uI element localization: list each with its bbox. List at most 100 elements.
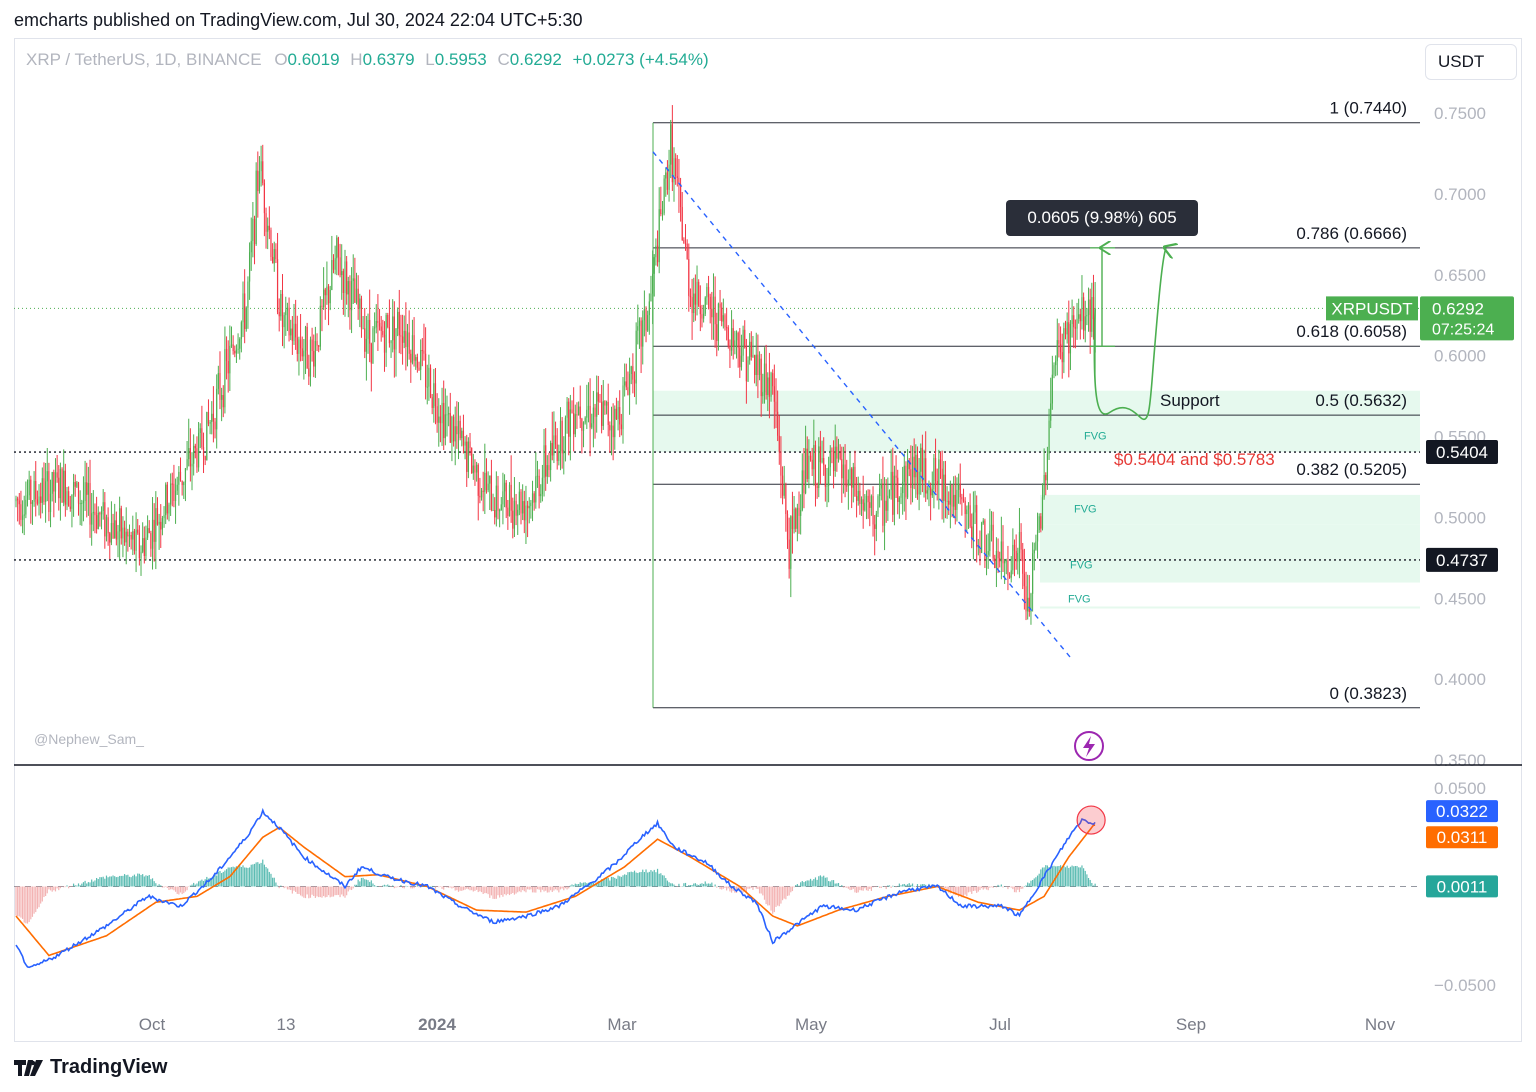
candle-body [377, 320, 379, 323]
candle-body [211, 413, 213, 422]
macd-histogram-bar [703, 883, 705, 887]
macd-histogram-bar [313, 886, 315, 896]
macd-histogram-bar [68, 886, 70, 889]
candle-body [719, 303, 721, 308]
macd-histogram-bar [599, 881, 601, 887]
macd-histogram-bar [406, 886, 409, 887]
candle-body [762, 392, 764, 397]
candle-body [82, 500, 85, 503]
macd-histogram-bar [308, 886, 310, 899]
macd-histogram-bar [217, 871, 219, 887]
candle-body [842, 464, 845, 479]
candle-body [104, 502, 106, 537]
candle-body [865, 495, 868, 503]
candle-body [362, 328, 364, 330]
macd-histogram-bar [188, 886, 190, 887]
candle-body [1064, 328, 1067, 335]
candle-body [128, 534, 131, 537]
macd-histogram-bar [923, 884, 925, 887]
macd-histogram-bar [732, 886, 734, 891]
candle-body [423, 350, 425, 354]
macd-histogram-bar [604, 878, 606, 887]
candle-body [438, 416, 440, 423]
macd-histogram-bar [1068, 868, 1070, 887]
candle-body [31, 501, 34, 505]
candle-body [125, 531, 127, 543]
candle-body [99, 512, 101, 515]
macd-histogram-bar [1063, 865, 1065, 887]
macd-histogram-bar [1048, 867, 1050, 887]
macd-histogram-bar [926, 886, 928, 887]
candle-body [745, 347, 747, 382]
candle-body [763, 363, 766, 393]
candle-body [610, 425, 613, 431]
candle-body [778, 435, 780, 452]
macd-histogram-bar [541, 886, 543, 890]
macd-histogram-bar [566, 886, 568, 890]
candle-body [443, 402, 445, 439]
candle-body [183, 482, 185, 486]
macd-histogram-bar [429, 886, 432, 887]
macd-histogram-bar [222, 871, 224, 887]
candle-body [791, 516, 794, 530]
candle-body [1078, 314, 1080, 319]
macd-histogram-bar [615, 878, 618, 887]
macd-histogram-bar [1079, 867, 1081, 887]
macd-histogram-bar [441, 886, 443, 889]
macd-histogram-bar [1066, 865, 1068, 887]
candle-body [415, 357, 417, 361]
candle-body [1040, 516, 1042, 529]
candle-body [40, 496, 42, 503]
macd-histogram-bar [906, 884, 909, 887]
macd-histogram-bar [354, 884, 356, 887]
candle-body [535, 476, 537, 503]
macd-histogram-bar [26, 886, 29, 924]
macd-histogram-bar [841, 885, 843, 887]
candle-body [1059, 343, 1062, 353]
macd-histogram-bar [63, 886, 65, 888]
y-tick-label: 0.6500 [1434, 266, 1486, 285]
macd-histogram-bar [115, 877, 117, 887]
candle-body [551, 442, 553, 456]
macd-histogram-bar [551, 886, 553, 892]
macd-histogram-bar [679, 886, 682, 887]
candle-body [225, 348, 228, 362]
macd-histogram-bar [336, 886, 338, 896]
candle-body [867, 495, 869, 503]
candle-body [387, 314, 389, 328]
tradingview-logo[interactable]: TradingView [14, 1056, 167, 1079]
signal-line [15, 824, 1096, 957]
candle-body [286, 307, 289, 311]
macd-histogram-bar [1032, 880, 1034, 887]
candle-body [135, 529, 137, 551]
macd-histogram-bar [650, 870, 652, 887]
macd-histogram-bar [77, 883, 80, 887]
macd-histogram-bar [20, 886, 22, 918]
candle-body [635, 330, 637, 384]
candle-body [732, 328, 734, 347]
candle-body [828, 467, 830, 486]
candle-body [800, 510, 802, 516]
candle-body [696, 281, 698, 305]
macd-histogram-bar [605, 877, 608, 887]
macd-histogram-bar [954, 886, 956, 896]
macd-histogram-bar [482, 886, 484, 894]
macd-histogram-bar [454, 886, 456, 891]
candle-body [1020, 532, 1022, 550]
macd-histogram-bar [918, 886, 920, 887]
macd-histogram-bar [831, 880, 833, 887]
macd-histogram-bar [166, 886, 168, 889]
macd-histogram-bar [31, 886, 34, 917]
candle-body [887, 495, 889, 511]
candle-body [148, 528, 150, 534]
macd-histogram-bar [698, 884, 700, 887]
candle-body [902, 481, 904, 494]
macd-histogram-bar [628, 872, 631, 887]
macd-histogram-bar [469, 886, 471, 891]
candle-body [944, 474, 947, 502]
currency-button[interactable]: USDT [1425, 44, 1517, 80]
candle-body [689, 295, 692, 298]
macd-histogram-bar [346, 886, 348, 896]
macd-histogram-bar [777, 886, 779, 906]
